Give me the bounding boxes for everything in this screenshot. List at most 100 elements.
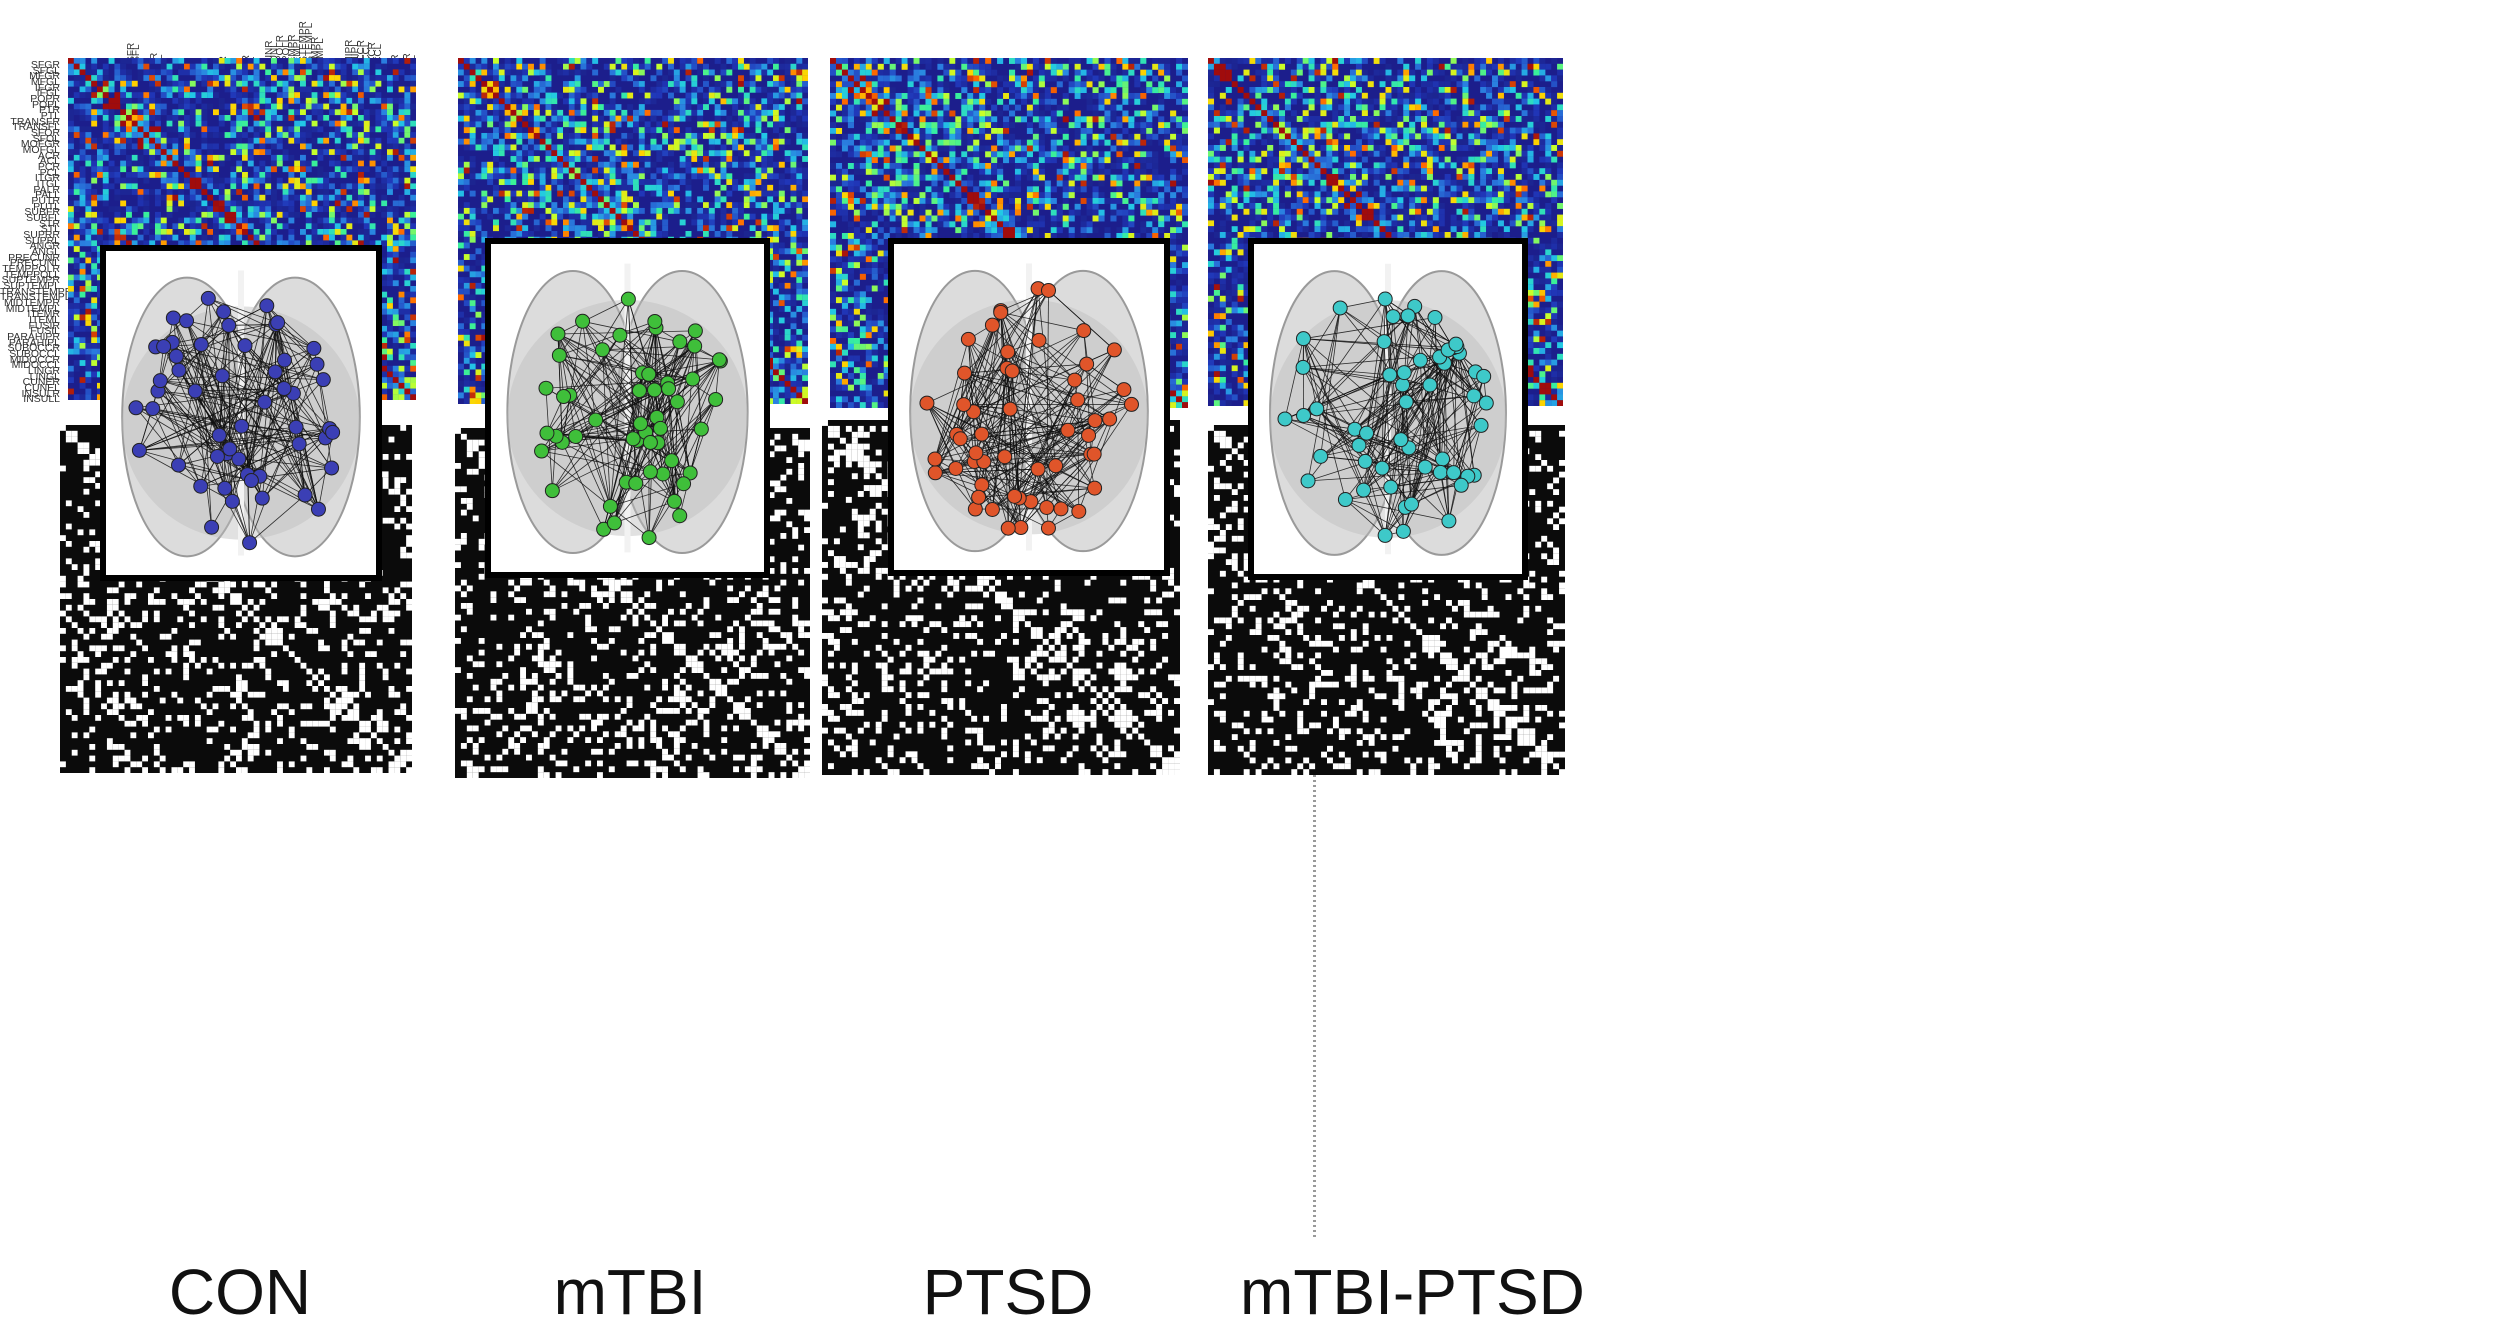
binary-cell <box>347 761 354 768</box>
heatmap-cell <box>189 149 196 156</box>
heatmap-cell <box>242 240 248 247</box>
binary-cell <box>478 573 485 580</box>
heatmap-cell <box>346 80 353 87</box>
binary-cell <box>200 599 207 605</box>
binary-cell <box>89 744 96 750</box>
binary-cell <box>579 684 586 691</box>
binary-cell <box>798 719 805 726</box>
binary-cell <box>341 703 348 710</box>
heatmap-cell <box>265 200 272 207</box>
heatmap-cell <box>340 63 347 70</box>
binary-cell <box>780 632 787 638</box>
binary-cell <box>673 649 680 656</box>
heatmap-cell <box>114 194 121 201</box>
heatmap-cell <box>230 120 237 127</box>
heatmap-cell <box>714 92 721 99</box>
heatmap-cell <box>253 149 260 156</box>
heatmap-cell <box>73 160 80 167</box>
binary-cell <box>83 448 90 454</box>
binary-cell <box>95 500 102 507</box>
network-node <box>276 381 292 397</box>
binary-cell <box>549 754 556 761</box>
heatmap-cell <box>755 86 762 93</box>
heatmap-cell <box>363 86 370 93</box>
heatmap-cell <box>288 172 295 178</box>
heatmap-cell <box>358 120 364 127</box>
heatmap-cell <box>592 69 599 76</box>
heatmap-cell <box>201 166 208 173</box>
binary-cell <box>95 454 102 460</box>
heatmap-cell <box>276 143 283 150</box>
heatmap-cell <box>178 80 185 87</box>
binary-cell <box>288 732 295 739</box>
binary-cell <box>774 748 781 755</box>
heatmap-cell <box>522 86 529 93</box>
roi-row-label: FUSIR <box>28 319 61 332</box>
binary-cell <box>394 477 401 483</box>
binary-cell <box>715 632 722 638</box>
heatmap-cell <box>410 206 416 213</box>
heatmap-cell <box>160 223 167 230</box>
heatmap-cell <box>767 69 774 76</box>
heatmap-cell <box>236 126 243 133</box>
heatmap-cell <box>91 234 98 241</box>
heatmap-cell <box>668 81 674 87</box>
binary-cell <box>531 702 538 708</box>
binary-cell <box>762 620 769 627</box>
binary-cell <box>95 680 102 686</box>
binary-cell <box>142 755 148 762</box>
network-node <box>291 436 307 452</box>
heatmap-cell <box>137 69 144 76</box>
binary-cell <box>306 720 313 727</box>
binary-cell <box>65 604 72 611</box>
binary-cell <box>183 604 190 611</box>
heatmap-cell <box>242 149 248 156</box>
heatmap-cell <box>259 137 266 144</box>
heatmap-cell <box>311 240 318 247</box>
binary-cell <box>792 748 799 755</box>
binary-cell <box>466 696 473 703</box>
binary-cell <box>490 713 497 720</box>
heatmap-cell <box>545 98 552 105</box>
binary-cell <box>171 593 178 599</box>
heatmap-cell <box>73 183 80 190</box>
binary-cell <box>679 766 686 773</box>
heatmap-cell <box>358 132 364 138</box>
binary-cell <box>804 632 810 638</box>
heatmap-cell <box>475 69 482 76</box>
heatmap-cell <box>282 103 289 110</box>
heatmap-cell <box>184 86 190 93</box>
heatmap-cell <box>143 217 150 224</box>
binary-cell <box>644 591 651 598</box>
heatmap-cell <box>68 206 74 213</box>
heatmap-cell <box>510 69 517 76</box>
binary-cell <box>709 754 716 761</box>
heatmap-cell <box>97 274 103 281</box>
heatmap-cell <box>85 240 92 247</box>
binary-cell <box>721 737 728 743</box>
binary-cell <box>388 488 395 495</box>
binary-cell <box>230 581 236 588</box>
binary-cell <box>626 608 633 615</box>
binary-cell <box>703 597 710 603</box>
binary-cell <box>555 673 562 679</box>
heatmap-cell <box>300 194 306 201</box>
heatmap-cell <box>91 303 98 309</box>
heatmap-cell <box>387 240 393 247</box>
binary-cell <box>206 668 213 675</box>
binary-cell <box>65 430 72 437</box>
heatmap-cell <box>317 217 324 224</box>
heatmap-cell <box>288 97 295 104</box>
binary-cell <box>626 696 633 703</box>
heatmap-cell <box>691 63 698 70</box>
heatmap-cell <box>114 234 121 241</box>
binary-cell <box>124 755 131 762</box>
heatmap-cell <box>218 132 225 138</box>
network-node <box>222 441 238 457</box>
binary-cell <box>691 667 698 673</box>
heatmap-cell <box>282 86 289 93</box>
binary-cell <box>756 608 763 615</box>
binary-cell <box>77 691 84 698</box>
heatmap-cell <box>375 240 382 247</box>
heatmap-cell <box>213 166 219 173</box>
